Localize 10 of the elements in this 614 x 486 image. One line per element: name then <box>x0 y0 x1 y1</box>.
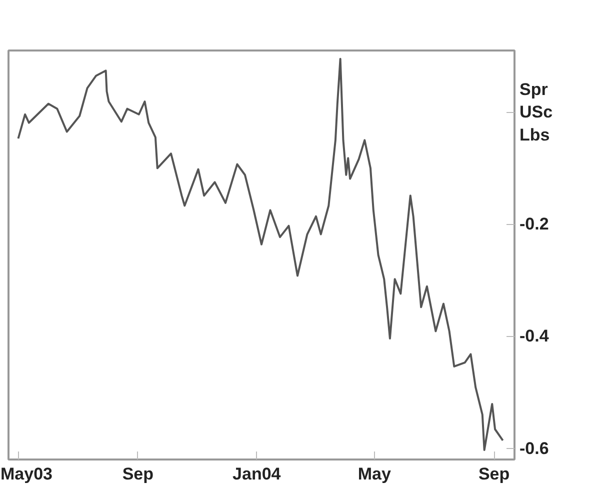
x-tick-label: Sep <box>478 464 510 484</box>
y-tick-label: -0.6 <box>520 438 549 458</box>
line-series <box>17 58 504 451</box>
y-tick-label: -0.4 <box>520 326 550 346</box>
x-tick-label: Sep <box>122 464 154 484</box>
x-tick-label: Jan04 <box>232 464 282 484</box>
x-tick-label: May <box>358 464 392 484</box>
x-tick-label: May03 <box>0 464 52 484</box>
y-axis-title: Spr USc Lbs <box>520 80 553 144</box>
y-tick-label: -0.2 <box>520 214 549 234</box>
